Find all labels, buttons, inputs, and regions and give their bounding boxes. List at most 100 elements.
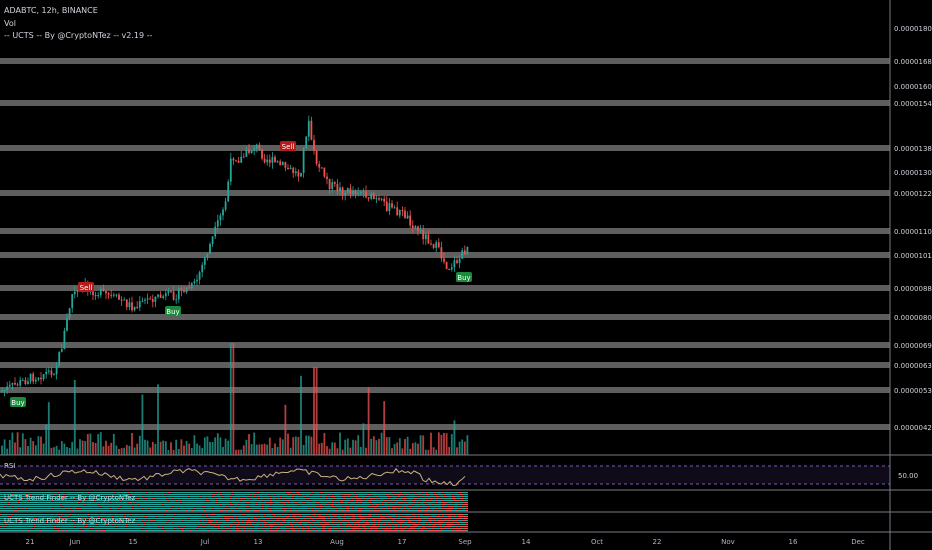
trend-cell — [288, 504, 290, 506]
trend-cell — [186, 524, 188, 526]
trend-cell — [144, 506, 146, 508]
trend-cell — [94, 514, 96, 516]
trend-cell — [390, 494, 392, 496]
trend-cell — [238, 530, 240, 532]
trend-cell — [188, 518, 190, 520]
trend-cell — [92, 510, 94, 512]
candle — [73, 291, 76, 295]
trend-cell — [410, 492, 412, 494]
trend-cell — [382, 518, 384, 520]
trend-cell — [288, 522, 290, 524]
buy-signal-bg — [165, 306, 181, 316]
volume-bar — [263, 443, 266, 455]
trend-cell — [272, 526, 274, 528]
trend-cell — [232, 502, 234, 504]
trend-cell — [264, 514, 266, 516]
trend-cell — [336, 518, 338, 520]
buy-signal[interactable]: Buy — [456, 272, 472, 282]
trend-cell — [312, 520, 314, 522]
trend-cell — [6, 516, 8, 518]
trend-cell — [40, 504, 42, 506]
trend-cell — [142, 520, 144, 522]
trend-cell — [402, 496, 404, 498]
candle — [318, 163, 321, 168]
trend-cell — [210, 498, 212, 500]
trend-cell — [454, 500, 456, 502]
trend-cell — [220, 526, 222, 528]
trend-cell — [0, 510, 2, 512]
trend-cell — [150, 520, 152, 522]
trend-cell — [144, 508, 146, 510]
ucts-legend[interactable]: -- UCTS -- By @CryptoNTez -- v2.19 -- — [4, 31, 153, 40]
trend-cell — [282, 506, 284, 508]
trend-cell — [164, 502, 166, 504]
trend-cell — [380, 518, 382, 520]
trend-cell — [240, 518, 242, 520]
trend-cell — [296, 522, 298, 524]
trend-cell — [452, 530, 454, 532]
trend-cell — [10, 524, 12, 526]
trend-cell — [330, 524, 332, 526]
sell-signal[interactable]: Sell — [78, 282, 94, 292]
trend-cell — [188, 504, 190, 506]
trend-cell — [176, 516, 178, 518]
trend-cell — [106, 508, 108, 510]
trend-cell — [80, 524, 82, 526]
trend-cell — [202, 524, 204, 526]
trend-cell — [288, 520, 290, 522]
trend-cell — [122, 520, 124, 522]
trend-cell — [250, 508, 252, 510]
trend-cell — [288, 506, 290, 508]
trend-cell — [94, 510, 96, 512]
trend-cell — [16, 492, 18, 494]
trend-cell — [286, 526, 288, 528]
trend-cell — [274, 506, 276, 508]
trend-cell — [14, 514, 16, 516]
trend-cell — [412, 494, 414, 496]
trend-cell — [146, 500, 148, 502]
trend-cell — [110, 510, 112, 512]
trend-cell — [26, 530, 28, 532]
trend-cell — [364, 502, 366, 504]
trend-cell — [238, 498, 240, 500]
trend-cell — [84, 508, 86, 510]
trend-cell — [324, 502, 326, 504]
trend-cell — [68, 520, 70, 522]
trend-cell — [118, 520, 120, 522]
buy-signal[interactable]: Buy — [10, 397, 26, 407]
trend-cell — [250, 530, 252, 532]
trend-cell — [200, 522, 202, 524]
buy-signal[interactable]: Buy — [165, 306, 181, 316]
trend-cell — [52, 518, 54, 520]
trend-cell — [430, 524, 432, 526]
rsi-label[interactable]: RSI — [4, 462, 15, 470]
trend-cell — [394, 494, 396, 496]
trend-cell — [368, 516, 370, 518]
trend-cell — [230, 526, 232, 528]
trend-cell — [60, 516, 62, 518]
trend-cell — [12, 500, 14, 502]
sell-signal[interactable]: Sell — [280, 141, 296, 151]
volume-bar — [86, 434, 89, 455]
volume-bar — [461, 439, 464, 455]
symbol-title[interactable]: ADABTC, 12h, BINANCE — [4, 6, 98, 15]
trend-cell — [202, 514, 204, 516]
trend-cell — [132, 508, 134, 510]
trend-cell — [236, 494, 238, 496]
trend-cell — [190, 504, 192, 506]
trend-cell — [166, 504, 168, 506]
trend-cell — [286, 492, 288, 494]
trend-cell — [152, 526, 154, 528]
candle — [45, 371, 48, 375]
trend-cell — [460, 520, 462, 522]
trend-cell — [264, 522, 266, 524]
level-band — [0, 342, 890, 348]
trend-cell — [152, 518, 154, 520]
trend-cell — [58, 528, 60, 530]
volume-legend[interactable]: Vol — [4, 19, 16, 28]
trend-cell — [382, 510, 384, 512]
trend-cell — [126, 530, 128, 532]
trend-cell — [252, 498, 254, 500]
trend-cell — [106, 522, 108, 524]
